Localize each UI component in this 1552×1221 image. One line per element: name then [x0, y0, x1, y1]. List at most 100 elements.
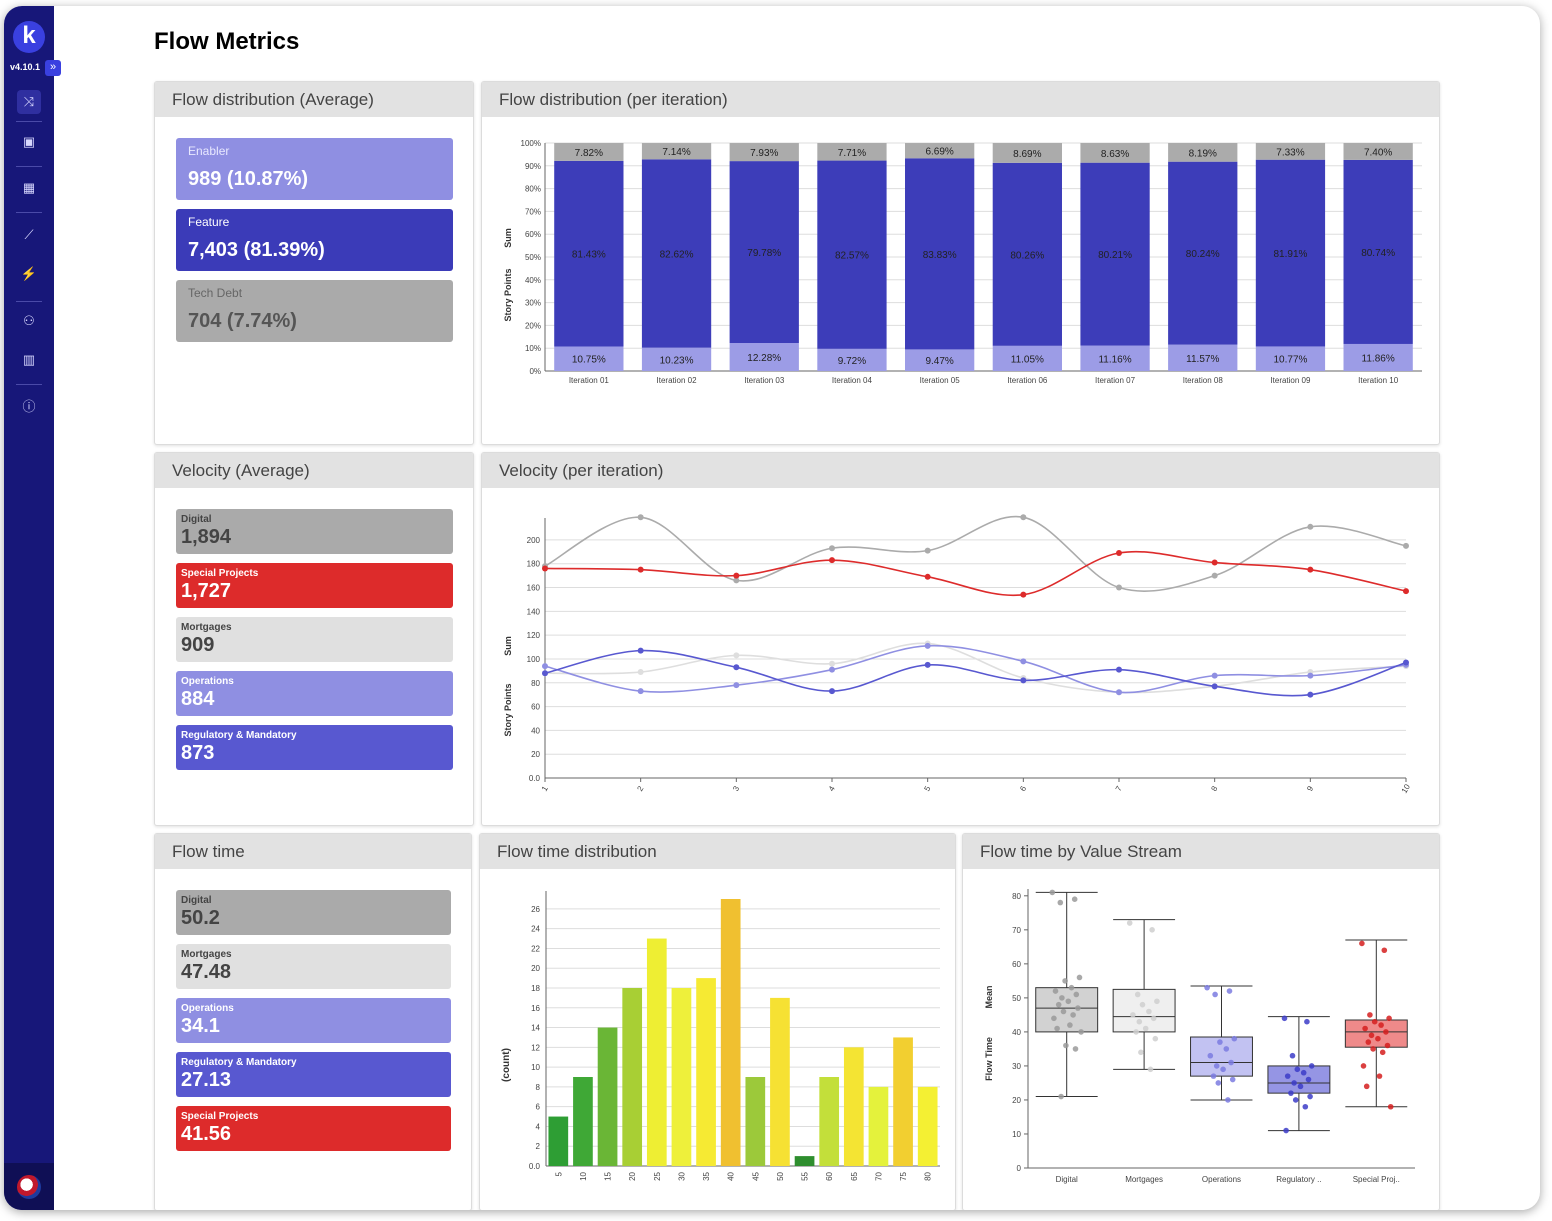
- data-point[interactable]: [1291, 1080, 1297, 1086]
- data-point[interactable]: [1057, 899, 1064, 906]
- data-point[interactable]: [1307, 1093, 1313, 1100]
- histogram-bar[interactable]: [671, 988, 692, 1166]
- data-point[interactable]: [1229, 1076, 1236, 1083]
- data-point[interactable]: [637, 669, 644, 676]
- stacked-bar-segment[interactable]: [641, 159, 712, 348]
- data-point[interactable]: [1150, 1015, 1157, 1022]
- data-point[interactable]: [542, 670, 548, 677]
- data-point[interactable]: [1211, 572, 1218, 579]
- data-point[interactable]: [829, 688, 835, 695]
- data-point[interactable]: [1058, 1093, 1064, 1100]
- value-stream-card[interactable]: Operations 34.1: [176, 998, 451, 1043]
- data-point[interactable]: [542, 663, 548, 670]
- data-point[interactable]: [1359, 940, 1365, 947]
- data-point[interactable]: [1020, 677, 1027, 684]
- flow-icon[interactable]: ⤨: [17, 90, 41, 114]
- data-point[interactable]: [924, 642, 931, 649]
- data-point[interactable]: [1204, 984, 1210, 991]
- box[interactable]: [1112, 988, 1176, 1033]
- data-point[interactable]: [1379, 1049, 1386, 1056]
- histogram-bar[interactable]: [794, 1156, 815, 1166]
- data-point[interactable]: [1213, 1063, 1220, 1069]
- data-point[interactable]: [1073, 991, 1080, 998]
- series-line[interactable]: [544, 649, 1407, 697]
- data-point[interactable]: [733, 577, 740, 584]
- data-point[interactable]: [1223, 1046, 1230, 1052]
- data-point[interactable]: [1152, 1035, 1159, 1042]
- stacked-bar-segment[interactable]: [1255, 346, 1326, 371]
- data-point[interactable]: [1133, 1029, 1139, 1035]
- data-point[interactable]: [1211, 683, 1218, 690]
- histogram-bar[interactable]: [573, 1077, 593, 1166]
- data-point[interactable]: [1052, 988, 1059, 994]
- stacked-bar-segment[interactable]: [817, 160, 887, 349]
- data-point[interactable]: [1292, 1097, 1299, 1103]
- data-point[interactable]: [1211, 672, 1218, 679]
- data-point[interactable]: [1305, 1076, 1312, 1083]
- value-stream-card[interactable]: Digital 1,894: [176, 509, 453, 554]
- data-point[interactable]: [1062, 978, 1068, 984]
- histogram-bar[interactable]: [597, 1027, 618, 1166]
- stacked-bar-segment[interactable]: [1168, 161, 1238, 345]
- data-point[interactable]: [733, 664, 740, 671]
- data-point[interactable]: [1065, 998, 1072, 1005]
- data-point[interactable]: [1049, 889, 1056, 896]
- data-point[interactable]: [1130, 1012, 1136, 1018]
- data-point[interactable]: [1075, 1005, 1081, 1011]
- data-point[interactable]: [1371, 1018, 1378, 1025]
- histogram-bar[interactable]: [843, 1047, 864, 1166]
- series-line[interactable]: [544, 642, 1407, 694]
- stacked-bar-segment[interactable]: [1255, 159, 1326, 347]
- data-point[interactable]: [829, 660, 835, 667]
- data-point[interactable]: [1116, 550, 1122, 556]
- data-point[interactable]: [1210, 1073, 1217, 1079]
- data-point[interactable]: [637, 647, 644, 654]
- value-stream-card[interactable]: Mortgages 47.48: [176, 944, 451, 989]
- histogram-bar[interactable]: [622, 988, 643, 1166]
- data-point[interactable]: [1134, 991, 1141, 998]
- data-point[interactable]: [1060, 1008, 1067, 1015]
- data-point[interactable]: [1294, 1066, 1301, 1073]
- value-stream-card[interactable]: Regulatory & Mandatory 873: [176, 725, 453, 770]
- data-point[interactable]: [1378, 1022, 1384, 1028]
- flow-type-card[interactable]: Feature 7,403 (81.39%): [176, 209, 453, 271]
- data-point[interactable]: [733, 572, 740, 579]
- data-point[interactable]: [1370, 1046, 1376, 1052]
- data-point[interactable]: [829, 545, 835, 552]
- data-point[interactable]: [1071, 896, 1078, 903]
- data-point[interactable]: [829, 557, 835, 564]
- stacked-bar-segment[interactable]: [905, 349, 975, 371]
- data-point[interactable]: [1054, 1025, 1060, 1032]
- data-point[interactable]: [1403, 588, 1409, 595]
- data-point[interactable]: [1212, 991, 1218, 998]
- data-point[interactable]: [1051, 1015, 1057, 1022]
- data-point[interactable]: [1126, 920, 1133, 926]
- data-point[interactable]: [1020, 514, 1027, 521]
- data-point[interactable]: [733, 682, 740, 689]
- histogram-bar[interactable]: [548, 1116, 569, 1166]
- data-point[interactable]: [1217, 1039, 1223, 1045]
- app-logo[interactable]: k: [13, 21, 45, 53]
- data-point[interactable]: [1063, 1042, 1069, 1049]
- data-point[interactable]: [1070, 1012, 1076, 1018]
- histogram-bar[interactable]: [917, 1086, 938, 1166]
- user-avatar[interactable]: [4, 1163, 54, 1210]
- stacked-bar-segment[interactable]: [641, 143, 712, 160]
- value-stream-card[interactable]: Operations 884: [176, 671, 453, 716]
- data-point[interactable]: [1059, 995, 1065, 1001]
- calendar-icon[interactable]: ▦: [22, 180, 36, 195]
- box[interactable]: [1035, 987, 1099, 1033]
- team-icon[interactable]: ⚇: [23, 313, 35, 328]
- stacked-bar-segment[interactable]: [817, 348, 887, 371]
- data-point[interactable]: [924, 661, 931, 668]
- data-point[interactable]: [1304, 1018, 1310, 1025]
- data-point[interactable]: [1055, 1001, 1062, 1008]
- data-point[interactable]: [1220, 1066, 1226, 1073]
- expand-sidebar-button[interactable]: »: [45, 60, 61, 76]
- data-point[interactable]: [1363, 1083, 1370, 1090]
- data-point[interactable]: [924, 547, 931, 554]
- data-point[interactable]: [1403, 659, 1409, 666]
- stacked-bar-segment[interactable]: [729, 143, 799, 162]
- stacked-bar-segment[interactable]: [905, 143, 975, 159]
- stacked-bar-segment[interactable]: [729, 161, 799, 344]
